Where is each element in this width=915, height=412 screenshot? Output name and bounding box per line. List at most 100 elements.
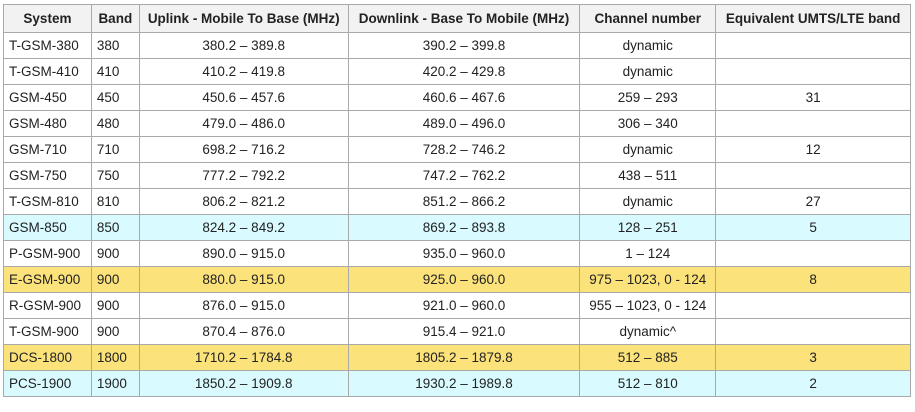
cell-downlink: 728.2 – 746.2	[347, 136, 581, 163]
table-row: T-GSM-410 410 410.2 – 419.8 420.2 – 429.8 dy…	[3, 58, 911, 85]
cell-channel-number: dynamic	[579, 58, 717, 85]
cell-system: T-GSM-380	[3, 32, 92, 59]
cell-channel-number: dynamic	[579, 136, 717, 163]
cell-band: 450	[90, 84, 140, 111]
cell-channel-number: 955 – 1023, 0 - 124	[579, 292, 717, 319]
cell-channel-number: 512 – 885	[579, 344, 717, 371]
cell-equivalent-band: 31	[715, 84, 911, 111]
cell-uplink: 880.0 – 915.0	[138, 266, 349, 293]
cell-band: 810	[90, 188, 140, 215]
cell-downlink: 747.2 – 762.2	[347, 162, 581, 189]
cell-downlink: 869.2 – 893.8	[347, 214, 581, 241]
cell-band: 750	[90, 162, 140, 189]
cell-band: 1800	[90, 344, 140, 371]
header-downlink: Downlink - Base To Mobile (MHz)	[347, 4, 581, 33]
cell-downlink: 921.0 – 960.0	[347, 292, 581, 319]
cell-system: PCS-1900	[3, 370, 92, 397]
cell-band: 410	[90, 58, 140, 85]
cell-system: T-GSM-900	[3, 318, 92, 345]
cell-uplink: 450.6 – 457.6	[138, 84, 349, 111]
table-row: GSM-710 710 698.2 – 716.2 728.2 – 746.2 dyna…	[3, 136, 911, 163]
cell-system: T-GSM-810	[3, 188, 92, 215]
cell-channel-number: 438 – 511	[579, 162, 717, 189]
cell-system: R-GSM-900	[3, 292, 92, 319]
cell-system: GSM-450	[3, 84, 92, 111]
table-row: R-GSM-900 900 876.0 – 915.0 921.0 – 960.0 95…	[3, 292, 911, 319]
header-equivalent-band: Equivalent UMTS/LTE band	[715, 4, 911, 33]
cell-uplink: 777.2 – 792.2	[138, 162, 349, 189]
cell-equivalent-band	[715, 162, 911, 189]
cell-equivalent-band: 12	[715, 136, 911, 163]
table-row: GSM-850 850 824.2 – 849.2 869.2 – 893.8 128 …	[3, 214, 911, 241]
cell-equivalent-band	[715, 318, 911, 345]
cell-system: T-GSM-410	[3, 58, 92, 85]
table-row: P-GSM-900 900 890.0 – 915.0 935.0 – 960.0 1 …	[3, 240, 911, 267]
header-uplink: Uplink - Mobile To Base (MHz)	[138, 4, 349, 33]
cell-uplink: 1710.2 – 1784.8	[138, 344, 349, 371]
table-row: E-GSM-900 900 880.0 – 915.0 925.0 – 960.0 97…	[3, 266, 911, 293]
cell-system: GSM-850	[3, 214, 92, 241]
cell-equivalent-band	[715, 32, 911, 59]
table-header: System Band Uplink - Mobile To Base (MHz…	[3, 4, 911, 33]
cell-uplink: 824.2 – 849.2	[138, 214, 349, 241]
cell-downlink: 460.6 – 467.6	[347, 84, 581, 111]
cell-band: 900	[90, 292, 140, 319]
table-row: T-GSM-810 810 806.2 – 821.2 851.2 – 866.2 dy…	[3, 188, 911, 215]
header-system: System	[3, 4, 92, 33]
cell-band: 850	[90, 214, 140, 241]
cell-equivalent-band	[715, 292, 911, 319]
table-row: GSM-450 450 450.6 – 457.6 460.6 – 467.6 259 …	[3, 84, 911, 111]
cell-downlink: 420.2 – 429.8	[347, 58, 581, 85]
table-row: DCS-1800 1800 1710.2 – 1784.8 1805.2 – 1879…	[3, 344, 911, 371]
cell-uplink: 806.2 – 821.2	[138, 188, 349, 215]
cell-equivalent-band: 3	[715, 344, 911, 371]
cell-band: 900	[90, 240, 140, 267]
cell-channel-number: 512 – 810	[579, 370, 717, 397]
cell-band: 900	[90, 318, 140, 345]
header-channel-number: Channel number	[579, 4, 717, 33]
cell-band: 380	[90, 32, 140, 59]
cell-system: GSM-710	[3, 136, 92, 163]
table-row: PCS-1900 1900 1850.2 – 1909.8 1930.2 – 1989…	[3, 370, 911, 397]
header-row: System Band Uplink - Mobile To Base (MHz…	[3, 4, 911, 33]
cell-equivalent-band: 8	[715, 266, 911, 293]
cell-equivalent-band: 5	[715, 214, 911, 241]
cell-downlink: 915.4 – 921.0	[347, 318, 581, 345]
cell-downlink: 489.0 – 496.0	[347, 110, 581, 137]
cell-uplink: 870.4 – 876.0	[138, 318, 349, 345]
cell-system: DCS-1800	[3, 344, 92, 371]
cell-band: 480	[90, 110, 140, 137]
cell-channel-number: 259 – 293	[579, 84, 717, 111]
cell-equivalent-band	[715, 110, 911, 137]
cell-downlink: 851.2 – 866.2	[347, 188, 581, 215]
cell-uplink: 698.2 – 716.2	[138, 136, 349, 163]
cell-equivalent-band	[715, 58, 911, 85]
table-body: T-GSM-380 380 380.2 – 389.8 390.2 – 399.8 dy…	[3, 32, 911, 397]
cell-downlink: 925.0 – 960.0	[347, 266, 581, 293]
cell-downlink: 1805.2 – 1879.8	[347, 344, 581, 371]
cell-channel-number: 1 – 124	[579, 240, 717, 267]
cell-channel-number: dynamic^	[579, 318, 717, 345]
cell-channel-number: 975 – 1023, 0 - 124	[579, 266, 717, 293]
cell-uplink: 890.0 – 915.0	[138, 240, 349, 267]
cell-system: P-GSM-900	[3, 240, 92, 267]
cell-band: 710	[90, 136, 140, 163]
cell-equivalent-band: 2	[715, 370, 911, 397]
cell-channel-number: 306 – 340	[579, 110, 717, 137]
table-row: GSM-750 750 777.2 – 792.2 747.2 – 762.2 438 …	[3, 162, 911, 189]
cell-uplink: 410.2 – 419.8	[138, 58, 349, 85]
table-row: T-GSM-380 380 380.2 – 389.8 390.2 – 399.8 dy…	[3, 32, 911, 59]
cell-uplink: 380.2 – 389.8	[138, 32, 349, 59]
cell-downlink: 390.2 – 399.8	[347, 32, 581, 59]
cell-equivalent-band: 27	[715, 188, 911, 215]
cell-system: E-GSM-900	[3, 266, 92, 293]
table-row: GSM-480 480 479.0 – 486.0 489.0 – 496.0 306 …	[3, 110, 911, 137]
cell-system: GSM-750	[3, 162, 92, 189]
cell-system: GSM-480	[3, 110, 92, 137]
header-band: Band	[90, 4, 140, 33]
cell-uplink: 479.0 – 486.0	[138, 110, 349, 137]
cell-uplink: 876.0 – 915.0	[138, 292, 349, 319]
cell-channel-number: dynamic	[579, 188, 717, 215]
cell-uplink: 1850.2 – 1909.8	[138, 370, 349, 397]
cell-channel-number: 128 – 251	[579, 214, 717, 241]
